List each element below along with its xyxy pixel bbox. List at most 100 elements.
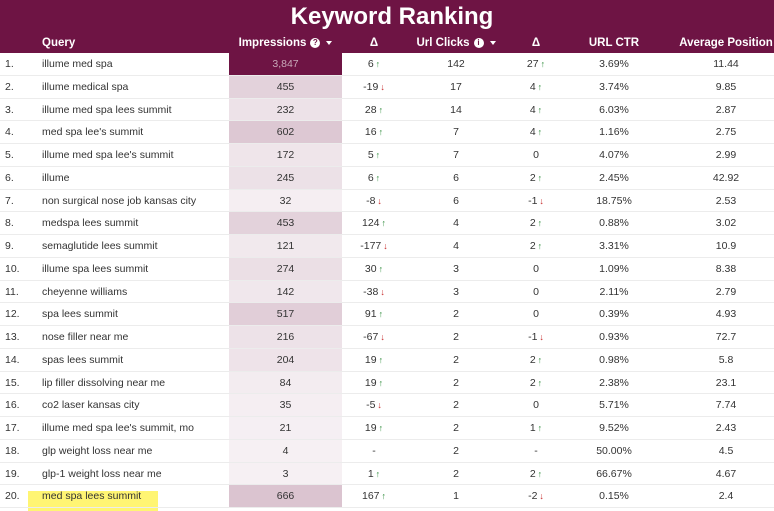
impressions-cell-value: 602 (276, 126, 295, 139)
column-header-average-position-label: Average Position (679, 37, 773, 49)
row-number: 20. (5, 485, 20, 507)
table-row[interactable]: 1. illume med spa 3,847 6 ↑ 142 27 ↑ 3.69% 11.44 (0, 53, 774, 76)
impressions-cell: 453 (229, 212, 342, 234)
url-ctr-cell-value: 3.74% (599, 80, 629, 93)
table-row[interactable]: 10. illume spa lees summit 274 30 ↑ 3 0 1.09% 8.… (0, 257, 774, 281)
table-row[interactable]: 20. med spa lees summit 666 167 ↑ 1 -2 ↓ 0.15% 2.… (0, 485, 774, 508)
highlighter-mark (28, 491, 158, 511)
query-cell: illume med spa lees summit (42, 99, 172, 121)
table-row[interactable]: 2. illume medical spa 455 -19 ↓ 17 4 ↑ 3.74% 9.85 (0, 75, 774, 99)
query-cell: glp weight loss near me (42, 440, 152, 462)
caret-down-icon[interactable] (326, 40, 333, 45)
average-position-cell: 5.8 (678, 349, 774, 371)
column-header-impressions[interactable]: Impressions? (229, 35, 342, 51)
url-clicks-cell-value: 6 (453, 194, 459, 207)
url-clicks-cell-value: 2 (453, 353, 459, 366)
column-header-url-clicks[interactable]: Url Clicks i (406, 35, 506, 51)
query-cell-value: illume med spa lee's summit (42, 149, 174, 161)
average-position-cell-value: 2.43 (715, 422, 737, 434)
table-row[interactable]: 18. glp weight loss near me 4 - 2 - 50.00% 4.5 (0, 439, 774, 463)
average-position-cell-value: 5.8 (718, 353, 734, 366)
impressions-delta-cell: 124 ↑ (342, 212, 406, 234)
url-clicks-cell-value: 2 (453, 331, 459, 343)
impressions-delta-cell-value: -5 (366, 399, 376, 412)
table-row[interactable]: 8. medspa lees summit 453 124 ↑ 4 2 ↑ 0.88% 3.02 (0, 212, 774, 235)
arrow-up-icon: ↑ (378, 423, 384, 433)
impressions-cell-value: 84 (279, 376, 292, 389)
question-circle-icon[interactable]: ? (310, 37, 321, 48)
impressions-delta-cell-value: 5 (367, 149, 374, 161)
average-position-cell: 11.44 (678, 53, 774, 75)
row-number-value: 15. (5, 376, 20, 389)
url-clicks-cell-value: 7 (453, 126, 459, 139)
arrow-up-icon: ↑ (375, 468, 381, 479)
query-cell-value: glp-1 weight loss near me (42, 467, 162, 480)
average-position-cell: 9.85 (678, 76, 774, 98)
arrow-up-icon: ↑ (537, 468, 543, 479)
table-row[interactable]: 19. glp-1 weight loss near me 3 1 ↑ 2 2 ↑ 66.67%… (0, 462, 774, 486)
arrow-up-icon: ↑ (381, 491, 387, 502)
column-header-delta-clicks[interactable]: Δ (506, 35, 566, 51)
row-number-value: 7. (5, 194, 14, 207)
impressions-delta-cell-value: 28 (364, 103, 377, 116)
impressions-cell-value: 517 (276, 308, 295, 321)
arrow-up-icon: ↑ (378, 309, 384, 320)
url-ctr-cell-value: 1.09% (599, 262, 629, 275)
column-header-delta-impressions[interactable]: Δ (342, 35, 406, 51)
clicks-delta-cell-value: -1 (528, 331, 538, 343)
column-header-average-position[interactable]: Average Position (678, 35, 774, 51)
row-number: 19. (5, 463, 20, 485)
table-row[interactable]: 16. co2 laser kansas city 35 -5 ↓ 2 0 5.71% 7.74 (0, 394, 774, 417)
table-row[interactable]: 17. illume med spa lee's summit, mo 21 19 ↑ 2… (0, 417, 774, 440)
clicks-delta-cell: -1 ↓ (506, 326, 566, 348)
url-ctr-cell-value: 0.93% (599, 331, 629, 343)
impressions-delta-cell-value: 1 (367, 467, 374, 480)
caret-down-icon[interactable] (489, 40, 496, 45)
row-number-value: 12. (5, 308, 20, 321)
arrow-up-icon: ↑ (378, 263, 384, 274)
impressions-heat-cell (229, 394, 342, 416)
impressions-delta-cell-value: 6 (367, 58, 374, 70)
clicks-delta-cell: 4 ↑ (506, 99, 566, 121)
impressions-cell-value: 453 (276, 217, 295, 230)
impressions-delta-cell-value: -38 (363, 285, 379, 298)
row-number-value: 8. (5, 217, 14, 230)
impressions-cell-value: 3,847 (272, 58, 299, 70)
table-row[interactable]: 12. spa lees summit 517 91 ↑ 2 0 0.39% 4.93 (0, 303, 774, 326)
average-position-cell: 2.53 (678, 190, 774, 212)
clicks-delta-cell-value: 2 (529, 353, 536, 366)
arrow-down-icon: ↓ (380, 332, 385, 342)
average-position-cell-value: 4.93 (715, 308, 737, 321)
info-circle-icon[interactable]: i (473, 37, 484, 48)
query-cell: med spa lees summit (42, 485, 141, 507)
column-header-query[interactable]: Query (42, 35, 75, 51)
impressions-heat-cell (229, 417, 342, 439)
table-row[interactable]: 4. med spa lee's summit 602 16 ↑ 7 4 ↑ 1.16% 2.75 (0, 121, 774, 144)
url-ctr-cell: 0.88% (566, 212, 662, 234)
table-row[interactable]: 14. spas lees summit 204 19 ↑ 2 2 ↑ 0.98% 5.8 (0, 348, 774, 372)
impressions-cell: 274 (229, 258, 342, 280)
table-row[interactable]: 6. illume 245 6 ↑ 6 2 ↑ 2.45% 42.92 (0, 166, 774, 190)
impressions-delta-cell-value: -67 (363, 331, 379, 343)
table-row[interactable]: 3. illume med spa lees summit 232 28 ↑ 14 4 ↑ 6.… (0, 98, 774, 122)
table-row[interactable]: 7. non surgical nose job kansas city 32 -8 ↓… (0, 189, 774, 213)
url-ctr-cell-value: 50.00% (596, 444, 632, 457)
clicks-delta-cell: -2 ↓ (506, 485, 566, 507)
impressions-heat-cell (229, 144, 342, 166)
table-row[interactable]: 15. lip filler dissolving near me 84 19 ↑ 2 2 ↑… (0, 371, 774, 395)
column-header-url-ctr[interactable]: URL CTR (566, 35, 662, 51)
impressions-cell-value: 204 (276, 353, 295, 366)
url-ctr-cell: 6.03% (566, 99, 662, 121)
table-row[interactable]: 9. semaglutide lees summit 121 -177 ↓ 4 2 ↑ 3.31… (0, 235, 774, 258)
table-row[interactable]: 11. cheyenne williams 142 -38 ↓ 3 0 2.11% 2.79 (0, 280, 774, 304)
impressions-delta-cell: 167 ↑ (342, 485, 406, 507)
table-row[interactable]: 5. illume med spa lee's summit 172 5 ↑ 7 0 4.07… (0, 144, 774, 167)
impressions-cell: 4 (229, 440, 342, 462)
table-row[interactable]: 13. nose filler near me 216 -67 ↓ 2 -1 ↓ 0.93% 72… (0, 326, 774, 349)
clicks-delta-cell: - (506, 440, 566, 462)
clicks-delta-cell-value: 0 (533, 308, 539, 321)
clicks-delta-cell: 2 ↑ (506, 212, 566, 234)
url-ctr-cell-value: 0.39% (599, 308, 629, 321)
clicks-delta-cell-value: - (534, 444, 538, 457)
url-ctr-cell: 2.45% (566, 167, 662, 189)
